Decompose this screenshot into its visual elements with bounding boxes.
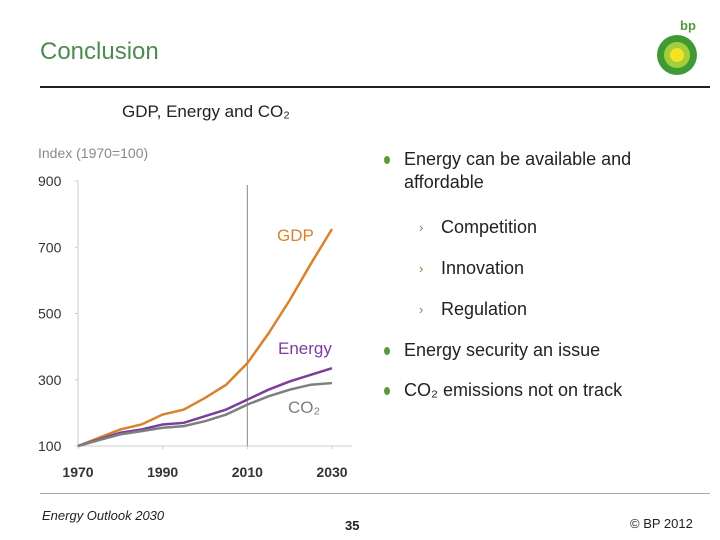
y-tick-label: 100 (38, 438, 62, 454)
bullet-text: Energy security an issue (404, 340, 601, 360)
sub-bullet: › Innovation (419, 258, 525, 278)
x-tick-label: 1970 (62, 464, 93, 480)
logo-text: bp (680, 18, 696, 33)
series-line (77, 381, 333, 448)
chart: GDP, Energy and CO₂ Index (1970=100) 100 30… (38, 102, 352, 480)
series-label: GDP (277, 226, 314, 245)
footer-left: Energy Outlook 2030 (42, 508, 165, 523)
series-label: CO₂ (288, 398, 320, 417)
x-tick-label: 2030 (316, 464, 347, 480)
y-axis-label: Index (1970=100) (38, 145, 148, 161)
slide-title: Conclusion (40, 38, 159, 65)
footer-rule (40, 493, 710, 494)
header-rule (40, 86, 710, 88)
bullet: Energy security an issue (384, 339, 601, 362)
bullet: Energy can be available and affordable (384, 148, 654, 194)
sub-bullet-text: Innovation (441, 258, 525, 278)
page-number: 35 (345, 518, 360, 533)
footer-right: © BP 2012 (630, 516, 693, 531)
sub-bullet: › Regulation (419, 299, 528, 319)
series-label: Energy (278, 339, 332, 358)
y-tick-label: 500 (38, 306, 62, 322)
bullet-text: CO₂ emissions not on track (404, 380, 623, 400)
y-tick-label: 700 (38, 239, 62, 255)
x-tick-label: 1990 (147, 464, 178, 480)
logo-icon (657, 35, 697, 75)
sub-bullet: › Competition (419, 217, 538, 237)
x-tick-label: 2010 (232, 464, 263, 480)
logo-core (670, 48, 684, 62)
chart-title: GDP, Energy and CO₂ (122, 102, 290, 121)
sub-bullet-text: Regulation (441, 299, 528, 319)
y-tick-label: 300 (38, 372, 62, 388)
y-tick-label: 900 (38, 173, 62, 189)
series-line (77, 228, 334, 448)
sub-bullet-text: Competition (441, 217, 538, 237)
bullet-text: Energy can be available and affordable (404, 149, 632, 192)
series-line (77, 366, 333, 448)
bullet: CO₂ emissions not on track (384, 379, 623, 402)
